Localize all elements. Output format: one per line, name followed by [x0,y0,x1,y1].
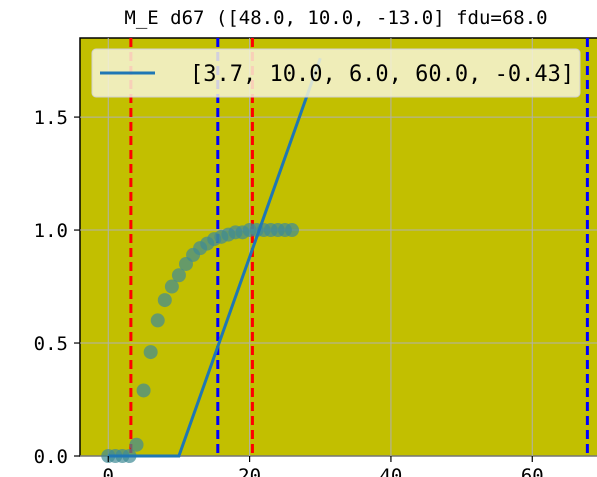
scatter-point [143,345,158,360]
x-tick-label: 40 [379,465,402,477]
chart-title: M_E d67 ([48.0, 10.0, -13.0] fdu=68.0 [124,7,547,29]
x-tick-label: 20 [238,465,261,477]
legend: [3.7, 10.0, 6.0, 60.0, -0.43] [91,48,581,98]
x-tick-label: 0 [103,465,114,477]
scatter-point [136,383,151,398]
axes: 0.0 0.5 1.0 1.5 0 20 40 60 [34,107,544,477]
scatter-point [129,437,144,452]
y-tick-label: 0.5 [34,333,68,355]
y-tick-label: 0.0 [34,446,68,468]
scatter-point [164,279,179,294]
scatter-point [157,293,172,308]
series-line [108,57,322,458]
scatter-point [171,268,186,283]
x-tick-label: 60 [521,465,544,477]
scatter-point [285,223,299,238]
plot-area [79,37,597,457]
scatter-point [150,313,165,328]
series [101,57,322,463]
legend-box [91,48,581,98]
y-tick-label: 1.0 [34,220,68,242]
y-tick-label: 1.5 [34,107,68,129]
legend-label: [3.7, 10.0, 6.0, 60.0, -0.43] [190,62,574,87]
